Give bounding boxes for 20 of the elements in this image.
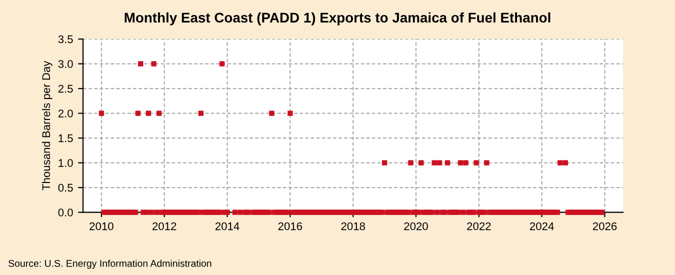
x-tick-label: 2020	[404, 222, 428, 230]
source-note: Source: U.S. Energy Information Administration	[8, 260, 212, 269]
x-tick-label: 2016	[278, 222, 302, 230]
y-tick-label: 2.5	[58, 84, 73, 93]
y-tick-label: 3.5	[58, 35, 73, 44]
x-tick-label: 2012	[152, 222, 176, 230]
x-tick-label: 2024	[530, 222, 554, 230]
x-tick-label: 2010	[90, 222, 114, 230]
y-tick-label: 0.5	[58, 184, 73, 192]
y-tick-label: 2.0	[58, 110, 73, 118]
y-tick-label: 1.5	[58, 134, 73, 142]
chart-title: Monthly East Coast (PADD 1) Exports to Jamaica of Fuel Ethanol	[124, 12, 550, 26]
x-tick-label: 2026	[592, 222, 617, 230]
x-tick-label: 2018	[341, 222, 365, 230]
y-tick-label: 0.0	[58, 208, 73, 216]
y-axis-title: Thousand Barrels per Day	[42, 60, 52, 190]
y-tick-label: 1.0	[58, 159, 73, 167]
x-tick-label: 2014	[215, 222, 240, 230]
x-tick-label: 2022	[467, 222, 491, 230]
y-tick-label: 3.0	[58, 60, 73, 68]
